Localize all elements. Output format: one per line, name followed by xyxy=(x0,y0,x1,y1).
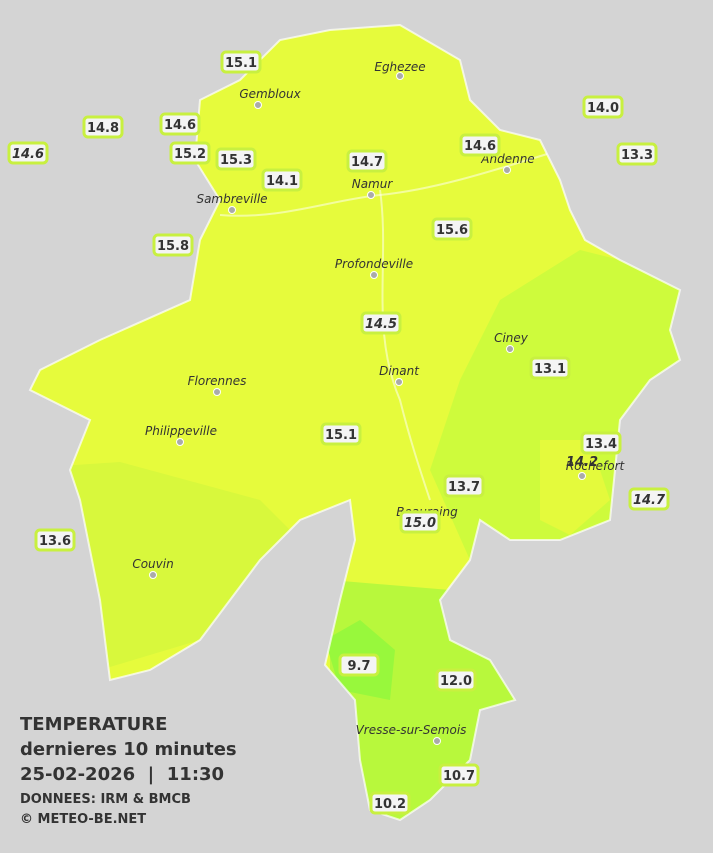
station-label: 13.3 xyxy=(621,148,653,163)
station-box xyxy=(529,356,571,380)
station-box xyxy=(438,763,480,787)
station-box xyxy=(580,431,622,455)
city-label: Rochefort xyxy=(566,459,626,473)
city-dot xyxy=(396,72,404,80)
station-box xyxy=(338,653,380,677)
station-label: 15.6 xyxy=(436,223,468,238)
station-label: 15.8 xyxy=(157,239,189,254)
station-box xyxy=(82,115,124,139)
station-box xyxy=(582,95,624,119)
city-label: Vresse-sur-Semois xyxy=(356,723,467,737)
city-dot xyxy=(176,438,184,446)
station-label: 14.1 xyxy=(266,174,298,189)
station-box xyxy=(34,528,76,552)
city-dot xyxy=(367,191,375,199)
city-dot xyxy=(578,472,586,480)
station-box xyxy=(443,474,485,498)
station-label: 14.7 xyxy=(633,493,666,508)
station-box xyxy=(459,133,501,157)
station-label: 13.7 xyxy=(448,480,480,495)
station-box xyxy=(320,422,362,446)
station-label: 15.3 xyxy=(220,153,252,168)
station-box xyxy=(399,510,441,534)
station-label: 14.8 xyxy=(87,121,119,136)
station-label: 14.2 xyxy=(566,455,598,470)
station-box xyxy=(431,217,473,241)
station-label: 13.6 xyxy=(39,534,71,549)
station-box xyxy=(369,791,411,815)
station-label: 14.6 xyxy=(164,118,196,133)
station-box xyxy=(159,112,201,136)
city-label: Florennes xyxy=(188,374,247,388)
station-label: 15.2 xyxy=(174,147,206,162)
legend-title: TEMPERATURE xyxy=(20,714,167,735)
city-label: Sambreville xyxy=(196,192,267,206)
station-label: 14.0 xyxy=(587,101,619,116)
city-label: Eghezee xyxy=(374,60,425,74)
station-label: 14.6 xyxy=(12,147,44,162)
city-label: Gembloux xyxy=(239,87,301,101)
city-dot xyxy=(228,206,236,214)
legend-source: DONNEES: IRM & BMCB xyxy=(20,792,191,807)
station-label: 15.1 xyxy=(225,56,257,71)
station-label: 14.6 xyxy=(464,139,496,154)
station-box xyxy=(616,142,658,166)
station-box xyxy=(152,233,194,257)
city-dot xyxy=(370,271,378,279)
station-label: 13.4 xyxy=(585,437,617,452)
station-box xyxy=(435,668,477,692)
station-label: 15.0 xyxy=(404,516,436,531)
station-box xyxy=(169,141,211,165)
station-label: 9.7 xyxy=(347,659,370,674)
city-label: Profondeville xyxy=(335,257,413,271)
station-box xyxy=(215,147,257,171)
station-label: 13.1 xyxy=(534,362,566,377)
station-box xyxy=(220,50,262,74)
city-dot xyxy=(149,571,157,579)
city-dot xyxy=(395,378,403,386)
station-label: 12.0 xyxy=(440,674,472,689)
station-box xyxy=(261,168,303,192)
city-label: Ciney xyxy=(494,331,529,345)
city-dot xyxy=(213,388,221,396)
station-box xyxy=(346,149,388,173)
city-label: Couvin xyxy=(132,557,173,571)
station-box xyxy=(7,141,49,165)
city-label: Namur xyxy=(352,177,394,191)
station-label: 14.7 xyxy=(351,155,383,170)
city-dot xyxy=(254,101,262,109)
station-label: 10.2 xyxy=(374,797,406,812)
city-label: Dinant xyxy=(379,364,420,378)
city-dot xyxy=(433,737,441,745)
city-dot xyxy=(506,345,514,353)
city-label: Philippeville xyxy=(145,424,217,438)
station-label: 15.1 xyxy=(325,428,357,443)
station-box xyxy=(628,487,670,511)
legend-credit: © METEO-BE.NET xyxy=(20,812,146,827)
station-label: 10.7 xyxy=(443,769,475,784)
station-label: 14.5 xyxy=(365,317,397,332)
legend-subtitle: dernieres 10 minutes xyxy=(20,739,237,760)
station-box xyxy=(360,311,402,335)
legend-datetime: 25-02-2026 | 11:30 xyxy=(20,764,224,785)
city-dot xyxy=(503,166,511,174)
